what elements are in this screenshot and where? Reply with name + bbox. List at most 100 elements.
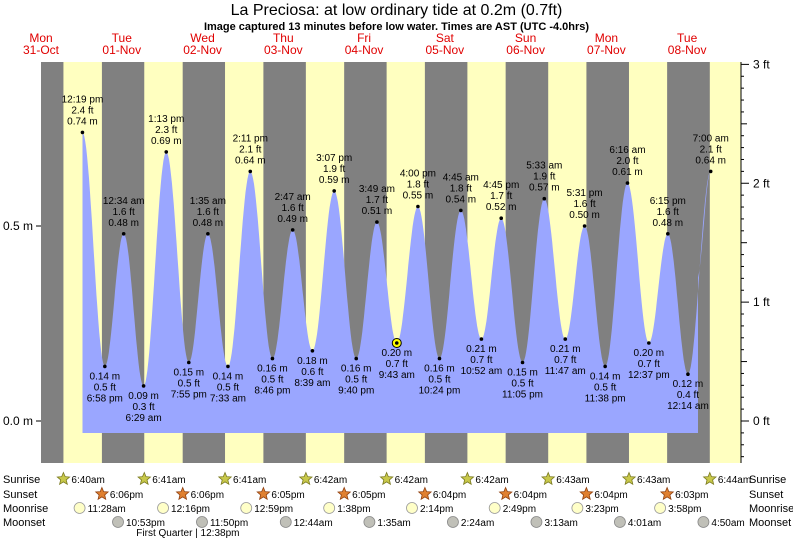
tide-time-label: 4:45 pm [483, 180, 519, 191]
tide-time-label: 5:33 am [526, 161, 562, 172]
tide-point [226, 364, 230, 369]
moonrise-icon [488, 502, 501, 514]
sunset-icon [175, 486, 190, 501]
tide-time-label: 10:24 pm [419, 386, 461, 397]
tide-point [520, 360, 525, 365]
tide-m-label: 0.55 m [403, 191, 434, 202]
day-date: 01-Nov [102, 43, 141, 57]
tide-m-label: 0.61 m [612, 167, 643, 178]
astro-rows: Sunrise Sunrise Sunset Sunset Moonrise Moonri… [3, 471, 793, 539]
tide-ft-label: 1.8 ft [407, 180, 429, 191]
moonset-icon [447, 516, 459, 528]
sunrise-icon [621, 471, 637, 486]
moonset-icon [363, 516, 376, 528]
tide-m-label: 0.64 m [695, 155, 726, 166]
tide-m-label: 0.09 m [128, 391, 159, 402]
tide-point [437, 356, 442, 361]
row-label-left-sunrise: Sunrise [3, 474, 40, 486]
tide-ft-label: 1.9 ft [533, 172, 555, 183]
moonrise-time: 1:38pm [337, 504, 370, 515]
tide-ft-label: 2.1 ft [239, 144, 261, 155]
tide-time-label: 12:34 am [103, 196, 145, 207]
tide-time-label: 7:55 pm [171, 390, 207, 401]
tide-m-label: 0.74 m [67, 116, 98, 127]
sunrise-time: 6:43am [556, 475, 589, 486]
tide-ft-label: 1.6 ft [197, 207, 219, 218]
day-name: Fri [357, 31, 371, 45]
sunrise-time: 6:41am [152, 475, 185, 486]
tide-point [354, 356, 359, 361]
y-right-tick-label: 0 ft [753, 414, 770, 428]
tide-ft-label: 0.7 ft [638, 359, 660, 370]
tide-ft-label: 0.3 ft [132, 402, 154, 413]
tide-time-label: 8:39 am [294, 378, 330, 389]
moonset-time: 10:53pm [126, 518, 165, 529]
tide-time-label: 6:15 pm [650, 196, 686, 207]
tide-m-label: 0.18 m [297, 356, 328, 367]
sunset-time: 6:05pm [352, 490, 385, 501]
day-date: 06-Nov [506, 43, 545, 57]
day-date: 04-Nov [345, 43, 384, 57]
moonrise-time: 3:23pm [585, 504, 618, 515]
tide-ft-label: 0.7 ft [386, 359, 408, 370]
tide-ft-label: 0.6 ft [301, 367, 323, 378]
tide-m-label: 0.15 m [174, 368, 205, 379]
row-label-left-sunset: Sunset [3, 489, 37, 501]
row-label-right-moonrise: Moonrise [749, 503, 793, 515]
tide-time-label: 12:19 pm [62, 94, 104, 105]
tide-point [459, 208, 463, 213]
tide-point [164, 150, 169, 154]
tide-time-label: 11:38 pm [585, 393, 626, 404]
sunrise-icon [702, 471, 717, 486]
moonset-time: 4:01am [628, 518, 661, 529]
tide-ft-label: 0.7 ft [554, 355, 576, 366]
tide-time-label: 9:40 pm [338, 386, 374, 397]
tide-area [82, 132, 711, 433]
tide-time-label: 2:47 am [275, 192, 311, 203]
moonrise-icon [73, 502, 86, 514]
moonrise-time: 2:14pm [420, 504, 453, 515]
tide-point [270, 356, 275, 361]
sunset-time: 6:05pm [271, 490, 304, 501]
sunrise-time: 6:44am [718, 475, 751, 486]
tide-point [80, 130, 85, 135]
tide-m-label: 0.14 m [90, 371, 121, 382]
tide-point [206, 232, 210, 236]
tide-ft-label: 2.3 ft [155, 125, 177, 136]
day-date: 05-Nov [426, 43, 465, 57]
tide-ft-label: 0.5 ft [511, 379, 533, 390]
sunset-time: 6:04pm [514, 490, 547, 501]
tide-point [542, 196, 547, 201]
moonset-time: 3:13am [544, 518, 577, 529]
day-name: Tue [112, 31, 133, 45]
moonset-time: 12:44am [294, 518, 333, 529]
tide-time-label: 7:00 am [693, 133, 729, 144]
chart-subtitle: Image captured 13 minutes before low wat… [203, 21, 590, 33]
tide-m-label: 0.14 m [213, 371, 244, 382]
tide-m-label: 0.59 m [319, 175, 350, 186]
tide-ft-label: 0.5 ft [261, 375, 283, 386]
tide-point [563, 337, 568, 341]
moonset-icon [530, 516, 543, 528]
moonset-time: 4:50am [711, 518, 744, 529]
day-band [709, 62, 741, 463]
sunrise-time: 6:42am [314, 475, 347, 486]
sunrise-icon [298, 471, 313, 486]
tide-time-label: 12:14 am [667, 401, 709, 412]
row-label-left-moonset: Moonset [3, 517, 45, 529]
day-name: Wed [190, 31, 214, 45]
row-label-right-moonset: Moonset [749, 517, 791, 529]
tide-time-label: 7:33 am [210, 393, 246, 404]
sunrise-icon [460, 471, 475, 486]
tide-ft-label: 2.1 ft [700, 144, 722, 155]
sunrise-time: 6:43am [637, 475, 670, 486]
tide-m-label: 0.21 m [550, 344, 581, 355]
moonrise-icon [240, 502, 253, 514]
tide-m-label: 0.12 m [673, 379, 704, 390]
tide-point [582, 224, 587, 228]
tide-ft-label: 0.7 ft [470, 355, 492, 366]
tide-ft-label: 1.6 ft [282, 203, 304, 214]
tide-time-label: 3:07 pm [316, 153, 352, 164]
tide-m-label: 0.48 m [193, 218, 224, 229]
